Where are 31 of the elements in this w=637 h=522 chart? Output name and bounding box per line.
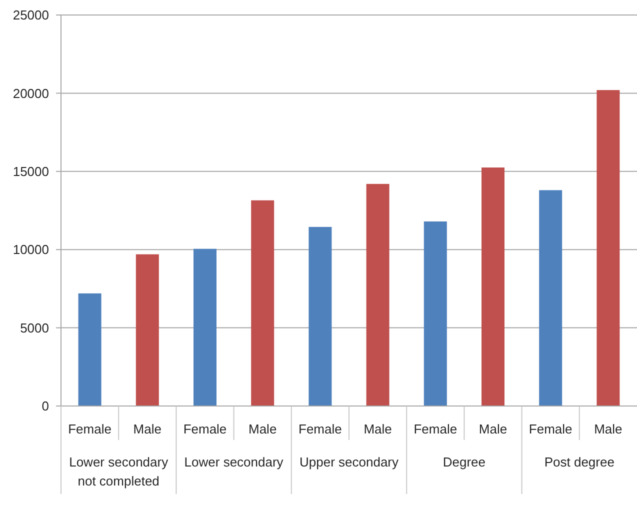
bar <box>78 293 102 406</box>
bar <box>308 226 332 406</box>
y-tick-label: 20000 <box>12 86 49 101</box>
text: Male <box>364 422 392 437</box>
bar <box>424 221 447 406</box>
series-label: Female <box>414 422 458 437</box>
y-tick-label: 15000 <box>12 164 49 179</box>
y-tick-label: 25000 <box>12 8 49 23</box>
bar <box>539 190 562 406</box>
x-tick-label: Degree <box>442 454 486 470</box>
series-label: Male <box>594 422 622 437</box>
x-tick-label: Post degree <box>544 454 614 470</box>
y-tick-label: 10000 <box>12 242 49 258</box>
text: Male <box>248 422 277 437</box>
bar <box>136 254 159 406</box>
bar <box>194 248 216 406</box>
text: Female <box>183 422 227 437</box>
x-tick-label: Lower secondary <box>184 454 284 470</box>
text: Female <box>298 422 342 437</box>
bar <box>366 184 390 406</box>
text: Female <box>68 422 112 437</box>
text: Male <box>478 422 508 437</box>
bar <box>482 167 504 406</box>
x-tick-label: Lower secondary not completed <box>69 454 169 489</box>
x-tick-label: Upper secondary <box>300 454 399 470</box>
bar <box>596 90 620 406</box>
text: Female <box>528 422 572 437</box>
bar <box>251 200 274 406</box>
text: Male <box>133 422 162 437</box>
y-tick-label: 5000 <box>20 320 49 336</box>
y-tick-label: 0 <box>42 398 49 414</box>
